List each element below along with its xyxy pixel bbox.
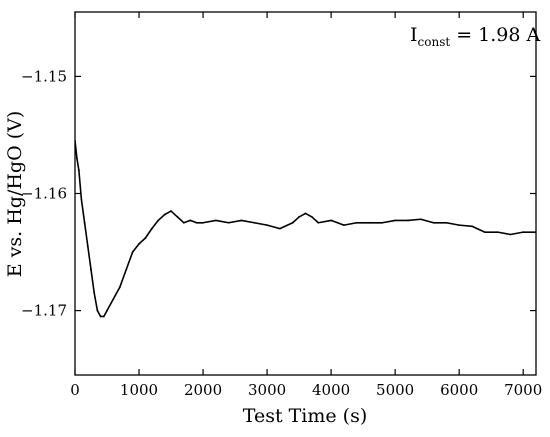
data-point [458, 224, 461, 227]
data-point [112, 297, 115, 300]
data-point [83, 221, 86, 224]
data-point [77, 169, 80, 171]
x-tick-label: 1000 [120, 381, 158, 399]
data-point [407, 219, 409, 222]
x-axis-title: Test Time (s) [243, 405, 368, 427]
data-point [278, 227, 281, 230]
y-tick-label: −1.17 [21, 302, 67, 320]
data-point [131, 251, 134, 253]
data-point [163, 213, 166, 216]
x-tick-label: 0 [70, 381, 80, 399]
x-tick-label: 2000 [184, 381, 222, 399]
data-point [102, 315, 105, 318]
data-point [227, 221, 230, 224]
data-point [144, 237, 147, 239]
data-point [522, 231, 525, 234]
data-point [202, 221, 204, 224]
data-point [368, 221, 371, 224]
data-point [240, 219, 243, 222]
data-point [381, 221, 384, 224]
series-line-0 [75, 140, 536, 318]
y-tick-label: −1.16 [21, 185, 67, 203]
data-point [304, 212, 307, 215]
data-point [419, 218, 422, 221]
data-point [298, 216, 300, 218]
data-point [170, 210, 172, 212]
data-point [432, 221, 435, 224]
x-tick-label: 7000 [504, 381, 542, 399]
data-point [483, 231, 486, 234]
y-tick-label: −1.15 [21, 67, 67, 85]
y-axis-ticks: −1.15 −1.16 −1.17 [21, 67, 536, 320]
data-point [317, 221, 320, 224]
data-point [343, 224, 345, 227]
data-point [509, 233, 512, 236]
data-point [106, 309, 108, 312]
data-point [189, 219, 192, 222]
data-point [471, 225, 473, 228]
data-point [355, 221, 358, 224]
x-tick-label: 3000 [248, 381, 286, 399]
data-point [99, 315, 102, 318]
data-point [125, 268, 128, 271]
data-point [291, 221, 294, 224]
data-point [394, 219, 397, 222]
data-point [90, 268, 92, 271]
x-tick-label: 6000 [440, 381, 478, 399]
data-point [157, 219, 160, 222]
data-point [214, 219, 217, 222]
current-annotation-subscript: const [418, 35, 451, 49]
data-point [76, 157, 78, 160]
data-point [496, 231, 499, 234]
data-point [138, 242, 140, 245]
data-point [93, 292, 96, 294]
data-point [96, 309, 99, 312]
plot-frame [74, 11, 537, 376]
data-point [150, 227, 153, 230]
data-point [266, 224, 268, 227]
data-point [311, 216, 313, 218]
data-point [195, 221, 198, 224]
series-layer [75, 139, 536, 318]
data-point [182, 221, 185, 224]
data-point [80, 198, 83, 201]
x-axis-ticks: 0 1000 2000 3000 4000 5000 6000 7000 [70, 12, 542, 399]
data-point [118, 286, 121, 289]
current-annotation: Iconst = 1.98 A [410, 24, 541, 49]
current-annotation-symbol: I [410, 24, 418, 46]
data-point [176, 216, 179, 218]
current-annotation-value: = 1.98 A [450, 24, 540, 46]
data-point [445, 221, 448, 224]
data-point [253, 221, 256, 224]
data-point [86, 245, 89, 248]
y-axis-title: E vs. Hg/HgO (V) [4, 111, 26, 278]
x-tick-label: 5000 [376, 381, 414, 399]
x-tick-label: 4000 [312, 381, 350, 399]
data-point [330, 219, 333, 222]
